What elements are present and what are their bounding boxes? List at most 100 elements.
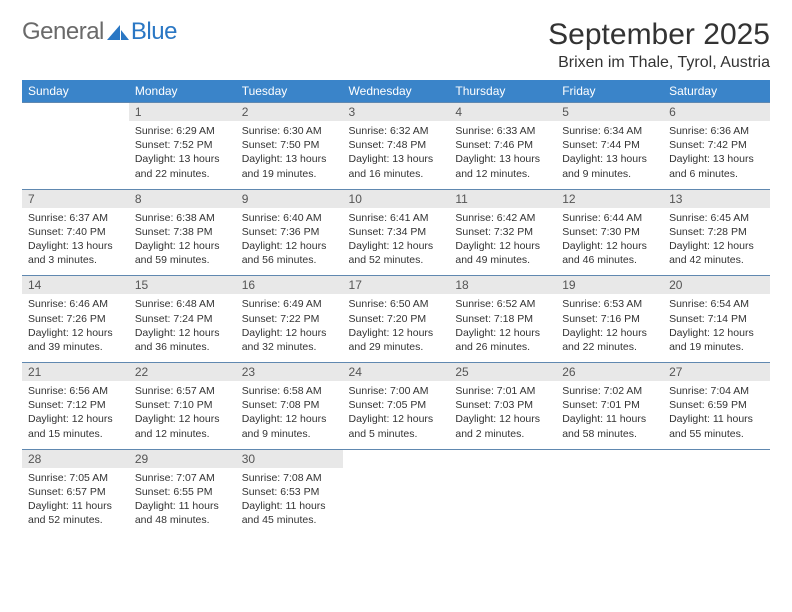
day-number: 11 xyxy=(449,190,556,208)
sunset-text: Sunset: 7:08 PM xyxy=(242,398,337,412)
sunset-text: Sunset: 7:30 PM xyxy=(562,225,657,239)
sunset-text: Sunset: 7:38 PM xyxy=(135,225,230,239)
day-number: 25 xyxy=(449,363,556,381)
page-header: General Blue September 2025 Brixen im Th… xyxy=(22,18,770,72)
sunrise-text: Sunrise: 6:52 AM xyxy=(455,297,550,311)
sunrise-text: Sunrise: 6:38 AM xyxy=(135,211,230,225)
day-header-saturday: Saturday xyxy=(663,80,770,103)
sunset-text: Sunset: 7:12 PM xyxy=(28,398,123,412)
daylight-text: Daylight: 12 hours and 32 minutes. xyxy=(242,326,337,354)
day-number: 22 xyxy=(129,363,236,381)
day-number: 6 xyxy=(663,103,770,121)
day-cell: 11Sunrise: 6:42 AMSunset: 7:32 PMDayligh… xyxy=(449,189,556,276)
day-body: Sunrise: 6:46 AMSunset: 7:26 PMDaylight:… xyxy=(22,294,129,362)
daylight-text: Daylight: 12 hours and 56 minutes. xyxy=(242,239,337,267)
sunrise-text: Sunrise: 6:42 AM xyxy=(455,211,550,225)
daylight-text: Daylight: 11 hours and 48 minutes. xyxy=(135,499,230,527)
day-header-friday: Friday xyxy=(556,80,663,103)
day-number: 20 xyxy=(663,276,770,294)
day-cell xyxy=(22,103,129,190)
daylight-text: Daylight: 12 hours and 15 minutes. xyxy=(28,412,123,440)
title-block: September 2025 Brixen im Thale, Tyrol, A… xyxy=(548,18,770,72)
day-number: 12 xyxy=(556,190,663,208)
sunset-text: Sunset: 7:05 PM xyxy=(349,398,444,412)
day-number: 16 xyxy=(236,276,343,294)
week-row: 1Sunrise: 6:29 AMSunset: 7:52 PMDaylight… xyxy=(22,103,770,190)
sunset-text: Sunset: 7:46 PM xyxy=(455,138,550,152)
day-body: Sunrise: 7:01 AMSunset: 7:03 PMDaylight:… xyxy=(449,381,556,449)
day-cell: 22Sunrise: 6:57 AMSunset: 7:10 PMDayligh… xyxy=(129,363,236,450)
day-body: Sunrise: 7:02 AMSunset: 7:01 PMDaylight:… xyxy=(556,381,663,449)
day-cell: 20Sunrise: 6:54 AMSunset: 7:14 PMDayligh… xyxy=(663,276,770,363)
day-cell: 5Sunrise: 6:34 AMSunset: 7:44 PMDaylight… xyxy=(556,103,663,190)
day-cell: 2Sunrise: 6:30 AMSunset: 7:50 PMDaylight… xyxy=(236,103,343,190)
day-body: Sunrise: 6:53 AMSunset: 7:16 PMDaylight:… xyxy=(556,294,663,362)
daylight-text: Daylight: 11 hours and 55 minutes. xyxy=(669,412,764,440)
daylight-text: Daylight: 12 hours and 52 minutes. xyxy=(349,239,444,267)
day-number: 18 xyxy=(449,276,556,294)
daylight-text: Daylight: 11 hours and 45 minutes. xyxy=(242,499,337,527)
sunrise-text: Sunrise: 6:45 AM xyxy=(669,211,764,225)
day-cell: 18Sunrise: 6:52 AMSunset: 7:18 PMDayligh… xyxy=(449,276,556,363)
day-cell: 24Sunrise: 7:00 AMSunset: 7:05 PMDayligh… xyxy=(343,363,450,450)
sunrise-text: Sunrise: 6:40 AM xyxy=(242,211,337,225)
day-body: Sunrise: 7:05 AMSunset: 6:57 PMDaylight:… xyxy=(22,468,129,536)
sunrise-text: Sunrise: 6:53 AM xyxy=(562,297,657,311)
day-number: 4 xyxy=(449,103,556,121)
logo-word-general: General xyxy=(22,18,104,46)
day-cell: 12Sunrise: 6:44 AMSunset: 7:30 PMDayligh… xyxy=(556,189,663,276)
day-header-tuesday: Tuesday xyxy=(236,80,343,103)
day-body: Sunrise: 7:07 AMSunset: 6:55 PMDaylight:… xyxy=(129,468,236,536)
day-body: Sunrise: 6:57 AMSunset: 7:10 PMDaylight:… xyxy=(129,381,236,449)
sunset-text: Sunset: 7:32 PM xyxy=(455,225,550,239)
daylight-text: Daylight: 12 hours and 59 minutes. xyxy=(135,239,230,267)
day-body: Sunrise: 6:52 AMSunset: 7:18 PMDaylight:… xyxy=(449,294,556,362)
sunset-text: Sunset: 7:40 PM xyxy=(28,225,123,239)
sunset-text: Sunset: 6:57 PM xyxy=(28,485,123,499)
sunset-text: Sunset: 7:03 PM xyxy=(455,398,550,412)
daylight-text: Daylight: 12 hours and 19 minutes. xyxy=(669,326,764,354)
sunrise-text: Sunrise: 6:54 AM xyxy=(669,297,764,311)
day-number: 28 xyxy=(22,450,129,468)
day-body: Sunrise: 6:42 AMSunset: 7:32 PMDaylight:… xyxy=(449,208,556,276)
sunset-text: Sunset: 6:53 PM xyxy=(242,485,337,499)
day-body: Sunrise: 6:36 AMSunset: 7:42 PMDaylight:… xyxy=(663,121,770,189)
day-body: Sunrise: 6:34 AMSunset: 7:44 PMDaylight:… xyxy=(556,121,663,189)
sunset-text: Sunset: 7:01 PM xyxy=(562,398,657,412)
day-body: Sunrise: 6:49 AMSunset: 7:22 PMDaylight:… xyxy=(236,294,343,362)
day-body: Sunrise: 6:29 AMSunset: 7:52 PMDaylight:… xyxy=(129,121,236,189)
day-number: 10 xyxy=(343,190,450,208)
day-number: 19 xyxy=(556,276,663,294)
day-cell: 28Sunrise: 7:05 AMSunset: 6:57 PMDayligh… xyxy=(22,449,129,535)
day-header-row: SundayMondayTuesdayWednesdayThursdayFrid… xyxy=(22,80,770,103)
day-number: 5 xyxy=(556,103,663,121)
day-cell: 16Sunrise: 6:49 AMSunset: 7:22 PMDayligh… xyxy=(236,276,343,363)
day-body: Sunrise: 7:00 AMSunset: 7:05 PMDaylight:… xyxy=(343,381,450,449)
sunrise-text: Sunrise: 6:46 AM xyxy=(28,297,123,311)
day-body: Sunrise: 6:37 AMSunset: 7:40 PMDaylight:… xyxy=(22,208,129,276)
sunrise-text: Sunrise: 6:36 AM xyxy=(669,124,764,138)
daylight-text: Daylight: 12 hours and 29 minutes. xyxy=(349,326,444,354)
daylight-text: Daylight: 12 hours and 22 minutes. xyxy=(562,326,657,354)
day-number: 9 xyxy=(236,190,343,208)
sunset-text: Sunset: 7:48 PM xyxy=(349,138,444,152)
sunrise-text: Sunrise: 6:34 AM xyxy=(562,124,657,138)
sunrise-text: Sunrise: 7:01 AM xyxy=(455,384,550,398)
daylight-text: Daylight: 12 hours and 39 minutes. xyxy=(28,326,123,354)
sunrise-text: Sunrise: 6:49 AM xyxy=(242,297,337,311)
week-row: 21Sunrise: 6:56 AMSunset: 7:12 PMDayligh… xyxy=(22,363,770,450)
sunrise-text: Sunrise: 6:56 AM xyxy=(28,384,123,398)
daylight-text: Daylight: 12 hours and 26 minutes. xyxy=(455,326,550,354)
sunset-text: Sunset: 7:24 PM xyxy=(135,312,230,326)
day-cell: 4Sunrise: 6:33 AMSunset: 7:46 PMDaylight… xyxy=(449,103,556,190)
daylight-text: Daylight: 12 hours and 9 minutes. xyxy=(242,412,337,440)
daylight-text: Daylight: 12 hours and 42 minutes. xyxy=(669,239,764,267)
sunset-text: Sunset: 6:59 PM xyxy=(669,398,764,412)
sunset-text: Sunset: 7:22 PM xyxy=(242,312,337,326)
day-number: 27 xyxy=(663,363,770,381)
daylight-text: Daylight: 13 hours and 3 minutes. xyxy=(28,239,123,267)
sunset-text: Sunset: 7:16 PM xyxy=(562,312,657,326)
day-number: 15 xyxy=(129,276,236,294)
day-number: 29 xyxy=(129,450,236,468)
day-number: 14 xyxy=(22,276,129,294)
